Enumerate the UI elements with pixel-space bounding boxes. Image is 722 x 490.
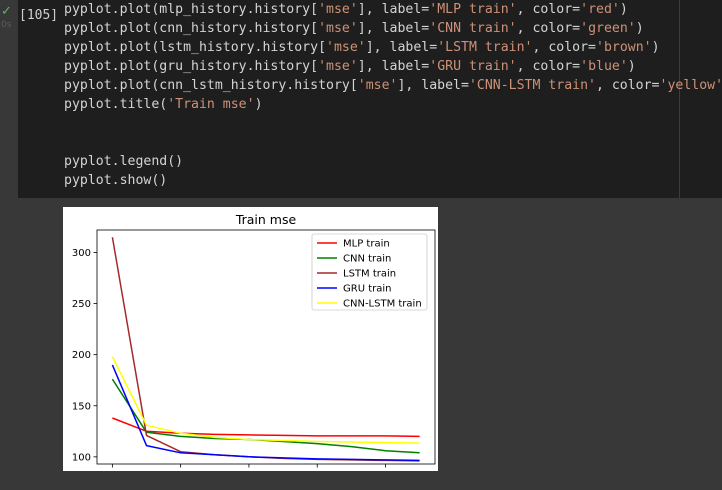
editor-ruler — [679, 0, 680, 198]
code-string: 'mse' — [318, 59, 358, 74]
series-line-cnn-lstm-train — [111, 356, 420, 444]
code-token: ], label= — [365, 40, 438, 55]
code-token: ], label= — [357, 2, 430, 17]
code-string: 'LSTM train' — [437, 40, 533, 55]
code-string: 'red' — [580, 2, 620, 17]
code-line[interactable] — [64, 133, 722, 152]
editor-margin — [18, 0, 60, 198]
code-editor[interactable] — [60, 0, 722, 198]
legend-label: CNN-LSTM train — [343, 299, 422, 310]
code-token: , color= — [532, 40, 596, 55]
code-string: 'mse' — [318, 21, 358, 36]
code-token: , color= — [516, 59, 581, 74]
code-token: , color= — [516, 21, 581, 36]
legend-label: MLP train — [343, 239, 390, 250]
chart-title: Train mse — [235, 212, 297, 227]
code-string: 'Train mse' — [167, 97, 255, 112]
code-token: pyplot.title( — [64, 97, 168, 112]
legend-label: LSTM train — [343, 269, 396, 280]
legend-box — [311, 233, 428, 311]
y-tick-label: 150 — [72, 401, 91, 412]
code-line[interactable] — [64, 114, 722, 133]
y-tick-label: 200 — [72, 350, 91, 361]
y-tick-label: 300 — [72, 248, 91, 259]
code-token: ], label= — [357, 59, 430, 74]
code-line[interactable]: pyplot.title('Train mse') — [64, 95, 722, 114]
legend-label: CNN train — [343, 254, 391, 265]
code-line[interactable]: pyplot.plot(mlp_history.history['mse'], … — [64, 0, 722, 19]
series-line-mlp-train — [112, 417, 420, 438]
code-line[interactable]: pyplot.plot(cnn_lstm_history.history['ms… — [64, 76, 722, 95]
code-string: 'MLP train' — [429, 2, 517, 17]
execution-duration: 0s — [1, 20, 12, 30]
code-token: pyplot.show() — [64, 173, 168, 188]
code-string: 'GRU train' — [429, 59, 517, 74]
code-line[interactable]: pyplot.plot(gru_history.history['mse'], … — [64, 57, 722, 76]
code-token: pyplot.plot(mlp_history.history[ — [64, 2, 319, 17]
code-token: ) — [627, 59, 636, 74]
plot-frame — [96, 229, 436, 465]
y-tick-label: 100 — [72, 452, 91, 463]
code-token: pyplot.plot(cnn_lstm_history.history[ — [64, 78, 358, 93]
code-line[interactable]: pyplot.plot(lstm_history.history['mse'],… — [64, 38, 722, 57]
y-tick-label: 250 — [72, 299, 91, 310]
code-content[interactable]: pyplot.plot(mlp_history.history['mse'], … — [64, 0, 722, 190]
code-string: 'CNN-LSTM train' — [468, 78, 596, 93]
code-string: 'blue' — [580, 59, 628, 74]
code-line[interactable]: pyplot.show() — [64, 171, 722, 190]
plot-output: Train mse02468100150200250300MLP trainCN… — [63, 207, 438, 471]
legend-label: GRU train — [343, 284, 391, 295]
code-line[interactable]: pyplot.legend() — [64, 152, 722, 171]
code-string: 'green' — [580, 21, 636, 36]
code-token: pyplot.plot(gru_history.history[ — [64, 59, 319, 74]
code-token: ], label= — [357, 21, 430, 36]
series-line-gru-train — [111, 364, 420, 462]
check-icon: ✓ — [1, 4, 12, 19]
code-token: pyplot.legend() — [64, 154, 184, 169]
code-string: 'mse' — [326, 40, 366, 55]
code-token: , color= — [595, 78, 660, 93]
code-string: 'CNN train' — [429, 21, 517, 36]
code-token: pyplot.plot(cnn_history.history[ — [64, 21, 319, 36]
line-chart: Train mse02468100150200250300MLP trainCN… — [72, 212, 436, 468]
code-line[interactable]: pyplot.plot(cnn_history.history['mse'], … — [64, 19, 722, 38]
code-token: ) — [651, 40, 660, 55]
code-token: ) — [254, 97, 263, 112]
cell-gutter: ✓ 0s — [0, 0, 18, 30]
code-string: 'mse' — [357, 78, 398, 93]
code-token: ], label= — [397, 78, 469, 93]
code-string: 'yellow' — [659, 78, 722, 93]
code-string: 'mse' — [318, 2, 358, 17]
code-token: ) — [635, 21, 644, 36]
code-token: pyplot.plot(lstm_history.history[ — [64, 40, 327, 55]
code-token: , color= — [516, 2, 581, 17]
execution-count[interactable]: [105] — [19, 8, 59, 23]
code-token: ) — [619, 2, 628, 17]
code-string: 'brown' — [596, 40, 652, 55]
